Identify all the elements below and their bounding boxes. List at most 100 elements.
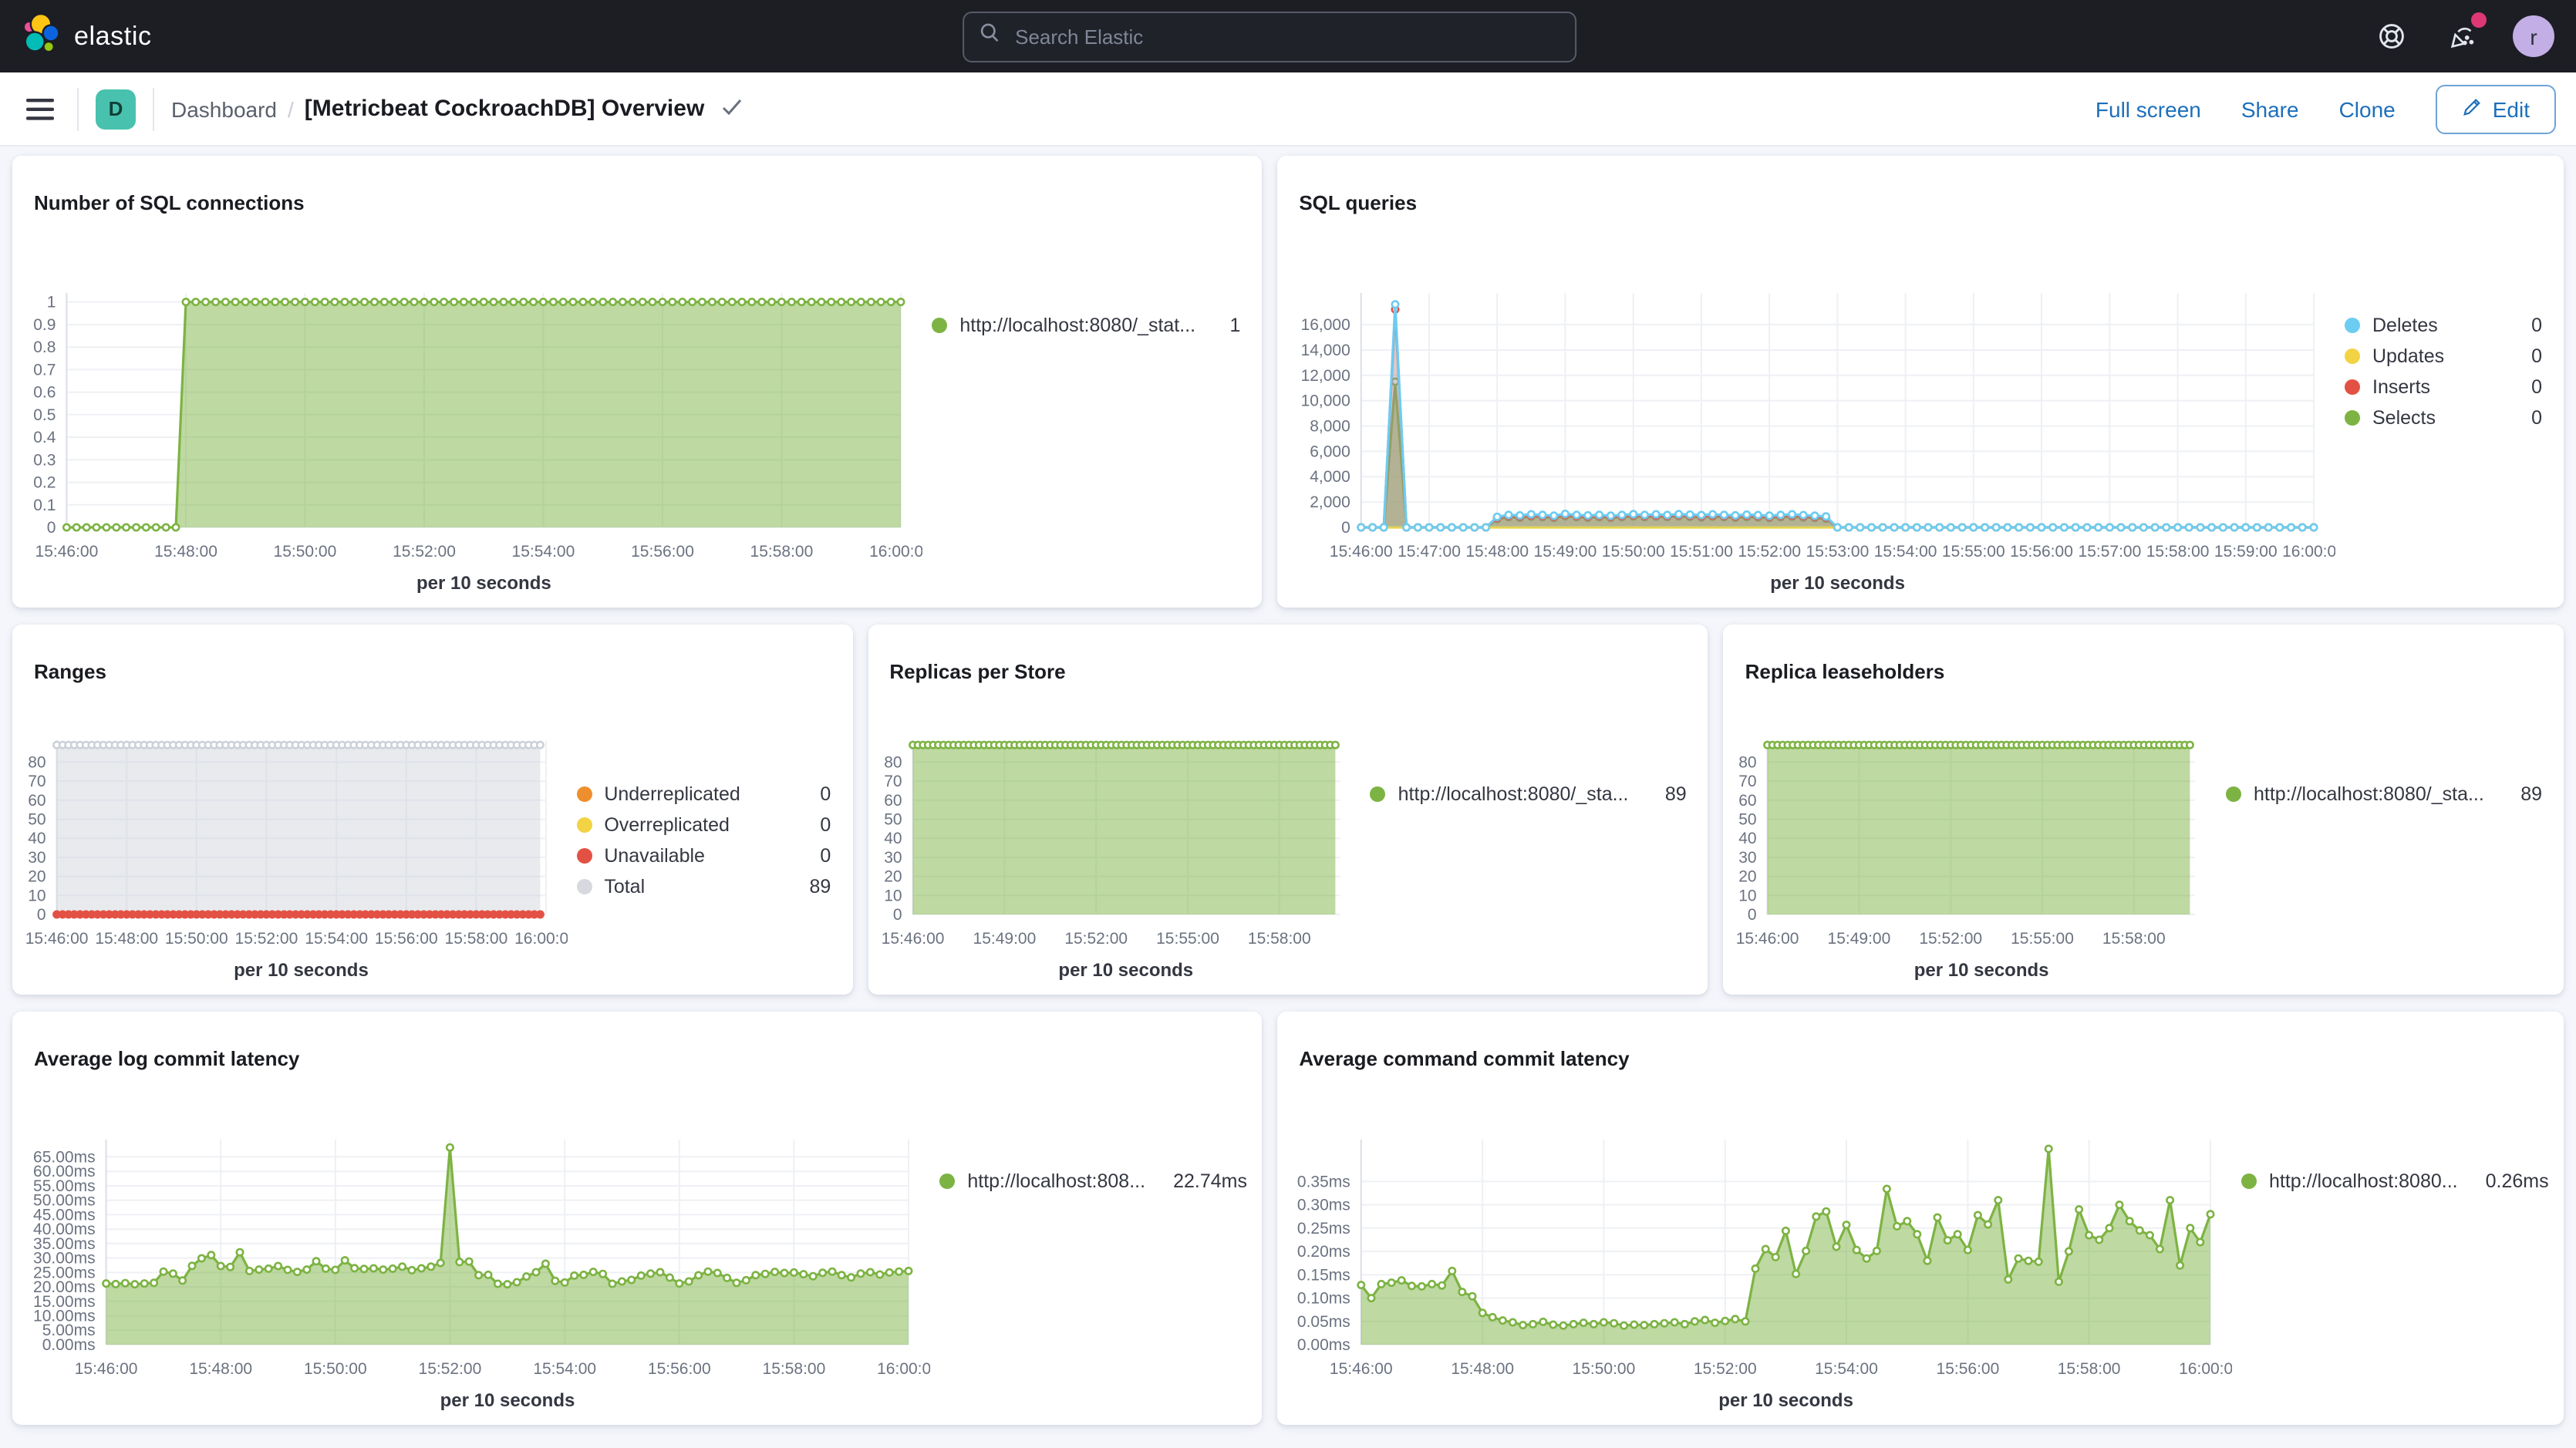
legend-item[interactable]: Unavailable0 — [576, 845, 831, 867]
legend-item[interactable]: http://localhost:8080/_stat...1 — [932, 315, 1240, 336]
elastic-logo-icon — [22, 12, 60, 61]
svg-text:70: 70 — [1739, 773, 1757, 790]
full-screen-link[interactable]: Full screen — [2096, 96, 2201, 121]
svg-text:15:54:00: 15:54:00 — [533, 1360, 596, 1378]
legend-label: http://localhost:8080... — [2269, 1170, 2458, 1192]
chart-canvas[interactable]: 15:46:0015:49:0015:52:0015:55:0015:58:00… — [874, 700, 1361, 958]
clone-link[interactable]: Clone — [2339, 96, 2396, 121]
svg-text:15:49:00: 15:49:00 — [1534, 543, 1597, 561]
svg-text:40: 40 — [28, 830, 46, 847]
svg-text:15:58:00: 15:58:00 — [2058, 1360, 2121, 1378]
legend-item[interactable]: Inserts0 — [2345, 376, 2542, 398]
svg-text:15:54:00: 15:54:00 — [1815, 1360, 1878, 1378]
svg-text:15:48:00: 15:48:00 — [154, 543, 217, 561]
panel-ranges: Ranges 15:46:0015:48:0015:50:0015:52:001… — [12, 625, 852, 995]
page-title: [Metricbeat CockroachDB] Overview — [305, 96, 705, 122]
x-axis-title: per 10 seconds — [874, 958, 1360, 995]
svg-text:15:46:00: 15:46:00 — [1330, 1360, 1393, 1378]
chart-canvas[interactable]: 15:46:0015:48:0015:50:0015:52:0015:54:00… — [1283, 1087, 2232, 1388]
svg-text:70: 70 — [28, 773, 46, 790]
legend-swatch-icon — [2241, 1174, 2257, 1189]
svg-text:15:52:00: 15:52:00 — [1694, 1360, 1757, 1378]
chart-canvas[interactable]: 15:46:0015:48:0015:50:0015:52:0015:54:00… — [19, 1087, 930, 1388]
help-button[interactable] — [2371, 16, 2411, 56]
ranges-chart[interactable]: 15:46:0015:48:0015:50:0015:52:0015:54:00… — [19, 700, 567, 958]
svg-text:15:54:00: 15:54:00 — [512, 543, 575, 561]
svg-text:65.00ms: 65.00ms — [33, 1148, 96, 1166]
svg-text:20: 20 — [884, 868, 902, 886]
legend-item[interactable]: Deletes0 — [2345, 315, 2542, 336]
svg-text:20: 20 — [28, 868, 46, 886]
legend-value: 89 — [2505, 783, 2542, 805]
user-avatar[interactable]: r — [2513, 15, 2554, 57]
legend-item[interactable]: Total89 — [576, 876, 831, 897]
svg-text:60: 60 — [1739, 792, 1757, 810]
chart-canvas[interactable]: 15:46:0015:48:0015:50:0015:52:0015:54:00… — [19, 231, 922, 571]
dashboard-toolbar: D Dashboard / [Metricbeat CockroachDB] O… — [0, 72, 2576, 146]
panel-command-commit-latency: Average command commit latency 15:46:001… — [1277, 1012, 2564, 1425]
svg-text:2,000: 2,000 — [1310, 493, 1351, 511]
chart-canvas[interactable]: 15:46:0015:49:0015:52:0015:55:0015:58:00… — [1730, 700, 2217, 958]
svg-text:15:56:00: 15:56:00 — [648, 1360, 711, 1378]
replicas-per-store-chart[interactable]: 15:46:0015:49:0015:52:0015:55:0015:58:00… — [874, 700, 1360, 958]
svg-text:15:58:00: 15:58:00 — [2146, 543, 2210, 561]
replica-leaseholders-chart[interactable]: 15:46:0015:49:0015:52:0015:55:0015:58:00… — [1730, 700, 2217, 958]
legend-value: 0 — [804, 783, 831, 805]
svg-text:15:48:00: 15:48:00 — [95, 930, 158, 948]
svg-text:0.6: 0.6 — [33, 384, 56, 402]
svg-text:15:58:00: 15:58:00 — [750, 543, 814, 561]
breadcrumb-dashboard[interactable]: Dashboard — [171, 96, 277, 121]
menu-button[interactable] — [20, 89, 60, 129]
sql-queries-chart[interactable]: 15:46:0015:47:0015:48:0015:49:0015:50:00… — [1283, 231, 2335, 571]
chart-legend: http://localhost:8080/_sta...89 — [1361, 700, 1693, 995]
chart-legend: http://localhost:8080/_sta...89 — [2217, 700, 2548, 995]
svg-text:15:50:00: 15:50:00 — [165, 930, 228, 948]
legend-swatch-icon — [932, 318, 947, 333]
legend-item[interactable]: http://localhost:808...22.74ms — [939, 1170, 1240, 1192]
news-feed-button[interactable] — [2442, 16, 2482, 56]
sql-connections-chart[interactable]: 15:46:0015:48:0015:50:0015:52:0015:54:00… — [19, 231, 922, 571]
legend-item[interactable]: Selects0 — [2345, 407, 2542, 429]
legend-item[interactable]: http://localhost:8080...0.26ms — [2241, 1170, 2542, 1192]
legend-item[interactable]: Underreplicated 0 — [576, 783, 831, 805]
legend-item[interactable]: Overreplicated0 — [576, 814, 831, 836]
svg-text:16:00:00: 16:00:00 — [877, 1360, 930, 1378]
chart-canvas[interactable]: 15:46:0015:47:0015:48:0015:49:0015:50:00… — [1283, 231, 2335, 571]
svg-text:15:52:00: 15:52:00 — [393, 543, 456, 561]
legend-label: Inserts — [2372, 376, 2430, 398]
svg-text:0.15ms: 0.15ms — [1297, 1266, 1350, 1284]
search-input[interactable] — [1012, 23, 1559, 49]
edit-button[interactable]: Edit — [2436, 84, 2556, 133]
svg-text:8,000: 8,000 — [1310, 418, 1351, 436]
share-link[interactable]: Share — [2241, 96, 2299, 121]
brand-text: elastic — [74, 21, 152, 52]
svg-text:15:46:00: 15:46:00 — [1736, 930, 1799, 948]
edit-button-label: Edit — [2493, 96, 2530, 121]
svg-text:0: 0 — [1341, 519, 1350, 537]
legend-item[interactable]: http://localhost:8080/_sta...89 — [2226, 783, 2542, 805]
top-header: elastic r — [0, 0, 2576, 72]
svg-text:60: 60 — [884, 792, 902, 810]
svg-text:15:58:00: 15:58:00 — [1247, 930, 1310, 948]
chart-canvas[interactable]: 15:46:0015:48:0015:50:0015:52:0015:54:00… — [19, 700, 568, 958]
panel-title: Number of SQL connections — [12, 176, 1262, 211]
legend-label: http://localhost:8080/_sta... — [1398, 783, 1629, 805]
command-commit-latency-chart[interactable]: 15:46:0015:48:0015:50:0015:52:0015:54:00… — [1283, 1087, 2232, 1388]
legend-swatch-icon — [2345, 379, 2360, 395]
legend-item[interactable]: Updates0 — [2345, 345, 2542, 367]
notification-dot — [2471, 12, 2487, 27]
log-commit-latency-chart[interactable]: 15:46:0015:48:0015:50:0015:52:0015:54:00… — [19, 1087, 930, 1388]
legend-swatch-icon — [576, 848, 592, 864]
legend-item[interactable]: http://localhost:8080/_sta...89 — [1371, 783, 1687, 805]
space-badge[interactable]: D — [96, 89, 136, 129]
legend-label: Underreplicated — [604, 783, 740, 805]
global-search[interactable] — [963, 11, 1576, 62]
svg-text:40: 40 — [884, 830, 902, 847]
kibana-app: elastic r — [0, 0, 2576, 1448]
svg-text:60: 60 — [28, 792, 46, 810]
svg-text:0: 0 — [1748, 906, 1758, 924]
elastic-brand[interactable]: elastic — [22, 12, 152, 61]
legend-value: 89 — [794, 876, 831, 897]
svg-text:15:52:00: 15:52:00 — [419, 1360, 482, 1378]
svg-text:0.30ms: 0.30ms — [1297, 1197, 1350, 1214]
